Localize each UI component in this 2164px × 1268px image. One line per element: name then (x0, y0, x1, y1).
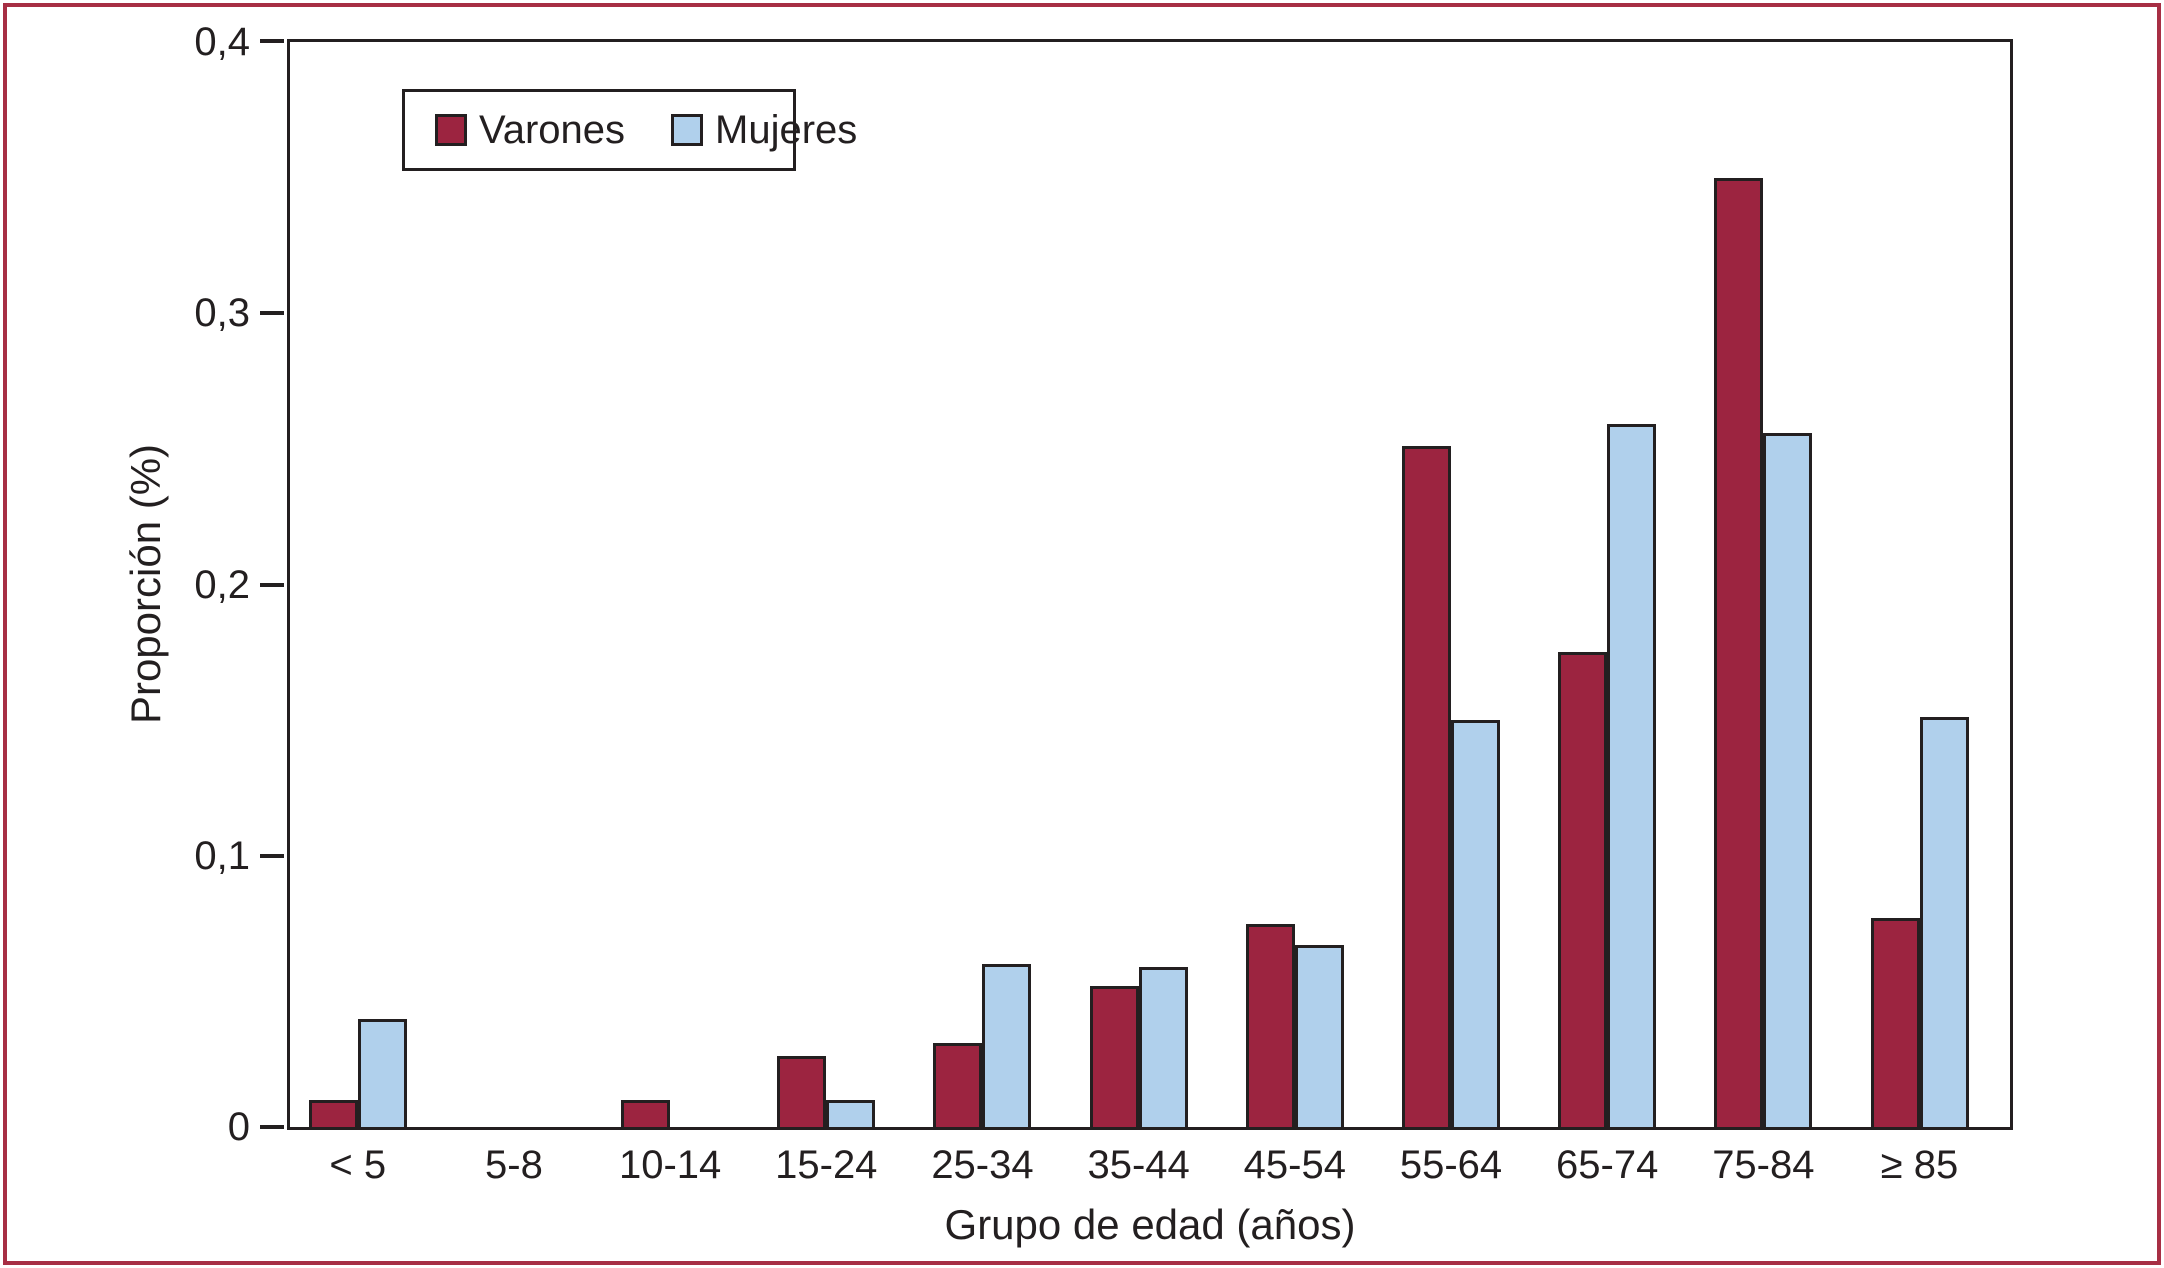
y-tick-mark (260, 39, 284, 43)
legend-label-varones: Varones (479, 107, 626, 152)
bar-varones (308, 1099, 358, 1127)
bar-mujeres (1294, 945, 1344, 1127)
bar-varones (1558, 652, 1608, 1127)
bar-group (1870, 42, 1969, 1127)
x-tick-label: 45-54 (1243, 1143, 1346, 1187)
bar-group (1714, 42, 1813, 1127)
x-tick-label: 25-34 (931, 1143, 1034, 1187)
legend: Varones Mujeres (402, 89, 857, 171)
x-tick-label: 55-64 (1399, 1143, 1503, 1187)
y-tick-mark (260, 853, 284, 858)
plot-area: Varones Mujeres Grupo de edad (años) < 5… (194, 22, 2013, 1248)
legend-item-mujeres: Mujeres (671, 108, 857, 153)
varones-swatch-icon (435, 114, 467, 146)
y-tick-label: 0,1 (194, 833, 250, 878)
x-axis-title: Grupo de edad (años) (944, 1201, 1356, 1248)
y-tick-mark (260, 1125, 284, 1129)
mujeres-swatch-icon (671, 114, 704, 146)
bar-mujeres (1763, 432, 1813, 1127)
x-tick-label: 65-74 (1556, 1143, 1659, 1187)
x-tick-label: 15-24 (775, 1143, 878, 1187)
x-tick-label: ≥ 85 (1880, 1143, 1959, 1187)
x-tick-label: 5-8 (485, 1143, 543, 1187)
bar-group (1089, 42, 1188, 1127)
bar-group (1402, 42, 1500, 1127)
bar-varones (1870, 918, 1920, 1127)
bar-group (465, 42, 563, 1127)
bar-varones (777, 1056, 827, 1127)
bar-mujeres (1138, 966, 1188, 1127)
y-tick-mark (260, 311, 284, 316)
bar-group (308, 42, 407, 1127)
bar-group (777, 42, 876, 1127)
y-tick-label: 0,3 (194, 291, 250, 336)
bar-mujeres (982, 964, 1032, 1127)
y-tick-label: 0 (227, 1105, 250, 1149)
y-tick-label: 0,2 (194, 562, 250, 607)
bar-varones (1714, 177, 1764, 1127)
bar-varones (621, 1099, 671, 1127)
y-tick-label: 0,4 (194, 20, 250, 64)
x-tick-label: 10-14 (618, 1143, 722, 1187)
bar-group (1558, 42, 1657, 1127)
bar-group (1245, 42, 1344, 1127)
bar-mujeres (1919, 717, 1969, 1127)
bar-varones (933, 1042, 983, 1127)
bar-mujeres (1451, 720, 1500, 1127)
y-tick-mark (260, 582, 284, 587)
x-tick-label: < 5 (329, 1143, 387, 1187)
bar-varones (1089, 985, 1139, 1127)
legend-label-mujeres: Mujeres (715, 107, 858, 152)
bar-group (933, 42, 1032, 1127)
bar-mujeres (1607, 424, 1657, 1127)
x-tick-label: 35-44 (1087, 1143, 1190, 1187)
bar-mujeres (357, 1018, 407, 1127)
bar-varones (1402, 446, 1451, 1127)
bar-varones (1245, 923, 1295, 1127)
bar-group (621, 42, 719, 1127)
bar-mujeres (826, 1099, 876, 1127)
legend-item-varones: Varones (435, 108, 625, 153)
x-tick-label: 75-84 (1712, 1143, 1815, 1187)
